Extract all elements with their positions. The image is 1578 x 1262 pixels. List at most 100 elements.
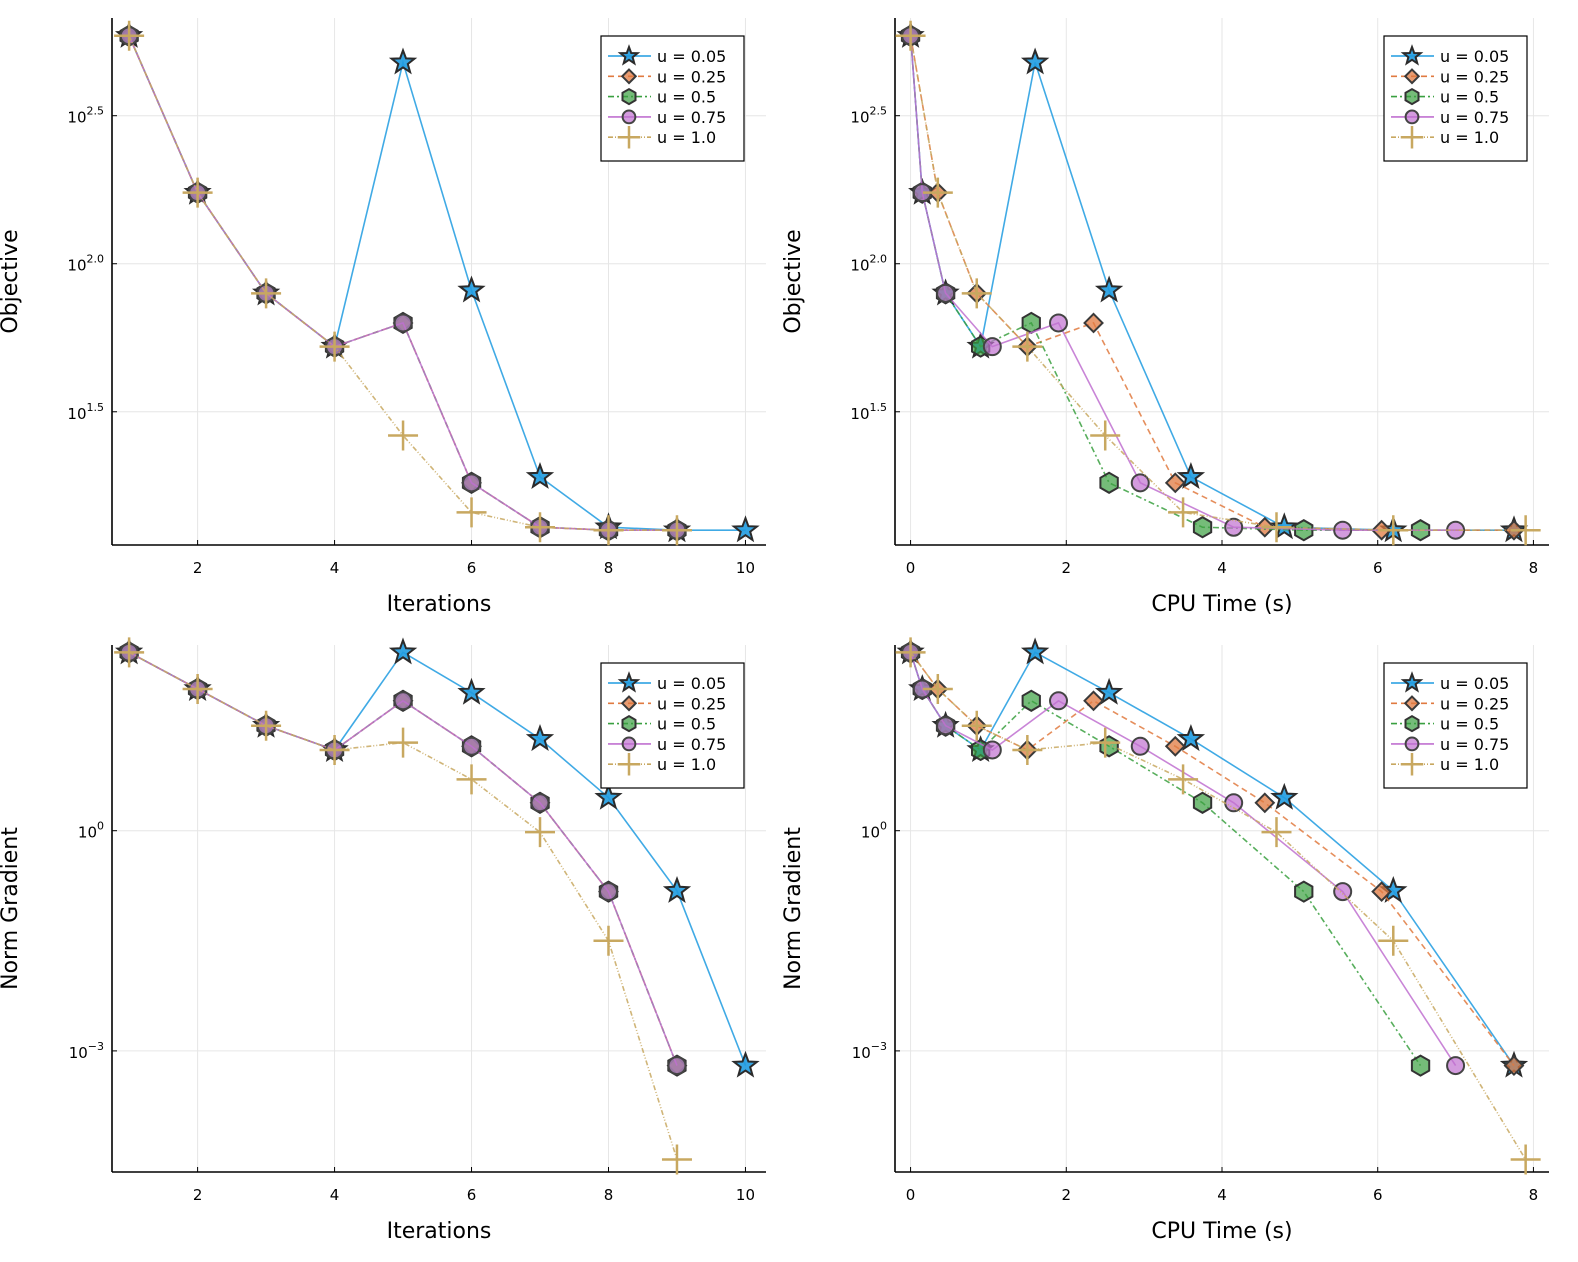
legend-label: u = 1.0: [1440, 755, 1499, 774]
series-line: [128, 35, 677, 532]
legend-label: u = 0.05: [657, 674, 726, 693]
legend-marker: [1400, 44, 1424, 66]
data-point: [319, 331, 350, 362]
data-point: [593, 925, 624, 956]
data-point: [961, 278, 992, 309]
legend-label: u = 0.75: [657, 735, 726, 754]
x-tick-label: 0: [906, 559, 916, 577]
x-tick-label: 6: [1373, 559, 1383, 577]
x-axis-title: Iterations: [387, 1219, 492, 1244]
legend-label: u = 0.5: [1440, 715, 1499, 734]
series-line: [909, 652, 1457, 1067]
series-line: [909, 35, 1421, 532]
data-point: [1168, 764, 1199, 795]
x-tick-label: 4: [1217, 559, 1227, 577]
x-tick-label: 10: [736, 559, 755, 577]
legend-marker: [620, 695, 638, 712]
legend: u = 0.05u = 0.25 u = 0.5u = 0.75u = 1.0: [600, 35, 745, 162]
legend-marker: [1403, 68, 1421, 85]
data-point: [1049, 691, 1068, 711]
x-tick-label: 10: [736, 1186, 755, 1204]
legend-marker: [617, 44, 641, 66]
legend-label: u = 0.5: [657, 88, 716, 107]
panel-4: 0 2 4 6 8 100 10−3 CPU Time (s) Norm Gradient u =…: [781, 637, 1549, 1244]
data-point: [961, 710, 992, 741]
legend: u = 0.05u = 0.25 u = 0.5u = 0.75u = 1.0: [1383, 35, 1528, 162]
data-point: [1192, 516, 1213, 539]
data-point: [251, 710, 282, 741]
x-tick-label: 8: [1529, 1186, 1539, 1204]
data-point: [1378, 515, 1409, 546]
x-axis-title: CPU Time (s): [1151, 1219, 1292, 1244]
y-axis-title: Norm Gradient: [781, 827, 806, 990]
data-point: [1083, 312, 1104, 334]
data-point: [182, 177, 213, 208]
y-axis-title: Objective: [0, 229, 23, 333]
data-point: [1254, 792, 1276, 814]
data-point: [731, 1050, 760, 1078]
x-tick-label: 4: [330, 1186, 340, 1204]
data-point: [1192, 791, 1213, 814]
data-point: [895, 637, 926, 668]
data-point: [1099, 471, 1119, 494]
series-5: [114, 20, 692, 546]
data-point: [457, 275, 486, 303]
legend-marker: [621, 714, 637, 733]
data-point: [594, 782, 623, 810]
y-tick-label: 101.5: [850, 401, 887, 423]
data-point: [936, 283, 956, 303]
legend-marker: [1404, 736, 1420, 752]
data-point: [1261, 512, 1292, 543]
data-point: [1378, 925, 1409, 956]
series-line: [128, 35, 677, 532]
data-point: [662, 876, 692, 903]
x-tick-label: 4: [1217, 1186, 1227, 1204]
legend-label: u = 0.05: [1440, 674, 1509, 693]
series-line: [909, 651, 1515, 1067]
legend-marker: [1400, 671, 1424, 693]
x-tick-label: 8: [604, 559, 614, 577]
legend-marker: [1404, 109, 1420, 125]
legend-label: u = 0.75: [657, 108, 726, 127]
data-point: [1020, 47, 1050, 75]
data-point: [530, 793, 550, 813]
legend-label: u = 1.0: [1440, 128, 1499, 147]
data-point: [1130, 473, 1150, 493]
data-point: [661, 515, 692, 546]
data-point: [598, 882, 618, 902]
series-line: [909, 652, 1422, 1067]
data-point: [388, 47, 418, 75]
legend-label: u = 0.75: [1440, 735, 1509, 754]
data-point: [393, 313, 413, 333]
data-point: [1176, 724, 1206, 752]
data-point: [1503, 1055, 1525, 1076]
legend-marker: [617, 671, 641, 693]
legend: u = 0.05u = 0.25 u = 0.5u = 0.75u = 1.0: [1383, 662, 1528, 789]
x-tick-label: 2: [1062, 559, 1072, 577]
data-point: [1168, 497, 1199, 528]
series-line: [128, 651, 678, 1066]
data-point: [1294, 880, 1314, 903]
data-point: [525, 461, 555, 489]
x-tick-label: 0: [906, 1186, 916, 1204]
x-axis-title: Iterations: [387, 592, 492, 617]
x-tick-label: 2: [193, 1186, 203, 1204]
legend-label: u = 0.25: [1440, 694, 1509, 713]
legend-marker: [617, 125, 641, 149]
y-tick-label: 102.0: [67, 253, 104, 275]
data-point: [388, 727, 419, 758]
data-point: [1333, 882, 1353, 902]
data-point: [525, 817, 556, 848]
panel-3: 2 4 6 8 10 100 10−3 Iterations Norm Gradient u = …: [0, 637, 766, 1244]
data-point: [1021, 689, 1041, 712]
data-point: [1164, 472, 1186, 494]
data-point: [1164, 735, 1186, 757]
data-point: [895, 20, 926, 51]
data-point: [936, 716, 956, 736]
y-tick-label: 102.5: [67, 105, 104, 127]
data-point: [393, 691, 413, 711]
data-point: [251, 278, 282, 309]
series-line: [909, 651, 1527, 1160]
x-tick-label: 2: [193, 559, 203, 577]
